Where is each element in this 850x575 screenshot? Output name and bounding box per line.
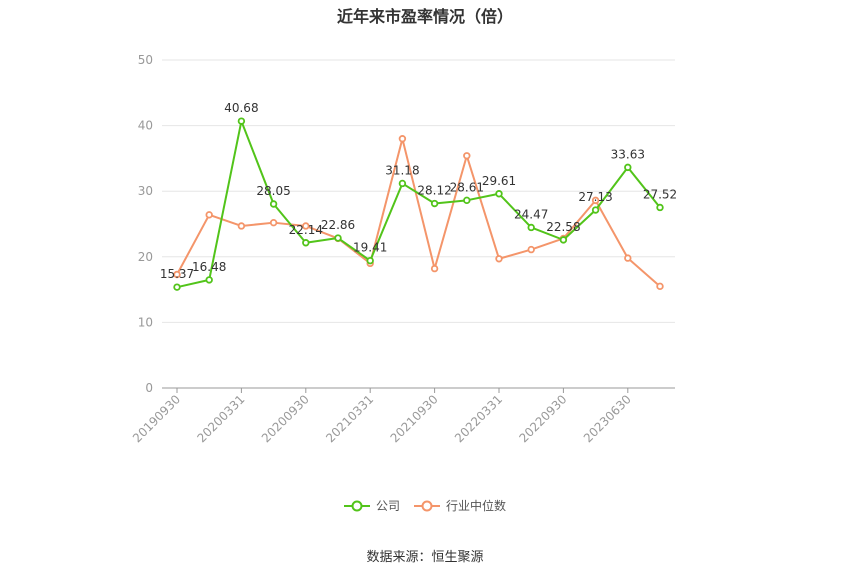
industry-median-point <box>624 254 632 262</box>
legend-industry-marker <box>414 500 440 511</box>
y-tick-label: 50 <box>138 53 153 67</box>
data-label: 27.13 <box>578 190 612 204</box>
industry-median-point <box>173 270 181 279</box>
data-label: 22.58 <box>546 220 580 234</box>
data-label: 28.05 <box>256 184 290 198</box>
legend-label-company: 公司 <box>375 499 400 513</box>
x-tick-label: 20200930 <box>259 392 312 445</box>
industry-median-point <box>205 211 213 219</box>
industry-median-point <box>495 255 503 263</box>
company-point <box>527 223 535 232</box>
data-label: 16.48 <box>192 260 226 274</box>
company-point <box>591 206 600 214</box>
company-point <box>624 163 632 172</box>
company-point <box>559 236 568 244</box>
industry-median-line <box>176 137 661 288</box>
company-point <box>495 190 503 198</box>
legend-item-company[interactable]: 公司 <box>343 497 400 514</box>
data-label: 31.18 <box>385 163 419 177</box>
data-label: 22.86 <box>321 218 355 232</box>
x-tick-label: 20220331 <box>452 392 505 445</box>
company-point <box>430 199 439 208</box>
data-label: 19.41 <box>353 241 387 255</box>
industry-median-point <box>656 282 664 291</box>
y-tick-label: 30 <box>138 184 153 198</box>
industry-median-point <box>430 264 439 273</box>
industry-median-point <box>527 245 535 254</box>
company-point <box>237 117 246 125</box>
company-point <box>334 234 342 242</box>
y-tick-label: 40 <box>138 119 153 133</box>
company-point <box>269 200 278 208</box>
x-tick-label: 20190930 <box>130 392 183 445</box>
industry-median-point <box>302 222 310 230</box>
industry-median-point <box>463 152 471 160</box>
data-source: 数据来源：恒生聚源 <box>366 550 484 565</box>
industry-median-point <box>237 222 246 230</box>
legend-company-marker <box>343 500 370 511</box>
y-tick-label: 0 <box>145 381 153 395</box>
company-point <box>366 256 374 265</box>
chart-title: 近年来市盈率情况（倍） <box>336 7 513 26</box>
company-point <box>398 179 407 188</box>
data-label: 40.68 <box>224 101 258 115</box>
legend-label-industry-median: 行业中位数 <box>446 499 507 513</box>
x-tick-label: 20210930 <box>388 392 441 445</box>
data-label: 27.52 <box>643 187 677 201</box>
data-label: 15.37 <box>160 267 194 281</box>
company-point <box>173 283 181 291</box>
industry-median-point <box>398 135 407 143</box>
industry-median-point <box>591 196 600 205</box>
data-label: 29.61 <box>482 174 516 188</box>
y-tick-label: 10 <box>138 315 153 329</box>
legend-item-industry-median[interactable]: 行业中位数 <box>414 497 506 514</box>
x-tick-label: 20210331 <box>323 392 376 445</box>
data-label: 22.14 <box>289 223 323 237</box>
x-tick-label: 20200331 <box>194 392 247 445</box>
data-label: 28.12 <box>417 184 451 198</box>
company-line <box>176 120 661 289</box>
company-point <box>302 239 310 247</box>
legend: 公司 行业中位数 <box>0 497 850 514</box>
x-tick-label: 20220930 <box>516 392 569 445</box>
company-point <box>205 276 213 284</box>
industry-median-point <box>269 218 278 227</box>
y-tick-label: 20 <box>138 250 153 264</box>
x-tick-label: 20230630 <box>581 392 634 445</box>
company-point <box>656 203 664 212</box>
data-label: 33.63 <box>611 147 645 161</box>
data-label: 24.47 <box>514 207 548 221</box>
data-label: 28.61 <box>450 180 484 194</box>
company-point <box>463 196 471 205</box>
